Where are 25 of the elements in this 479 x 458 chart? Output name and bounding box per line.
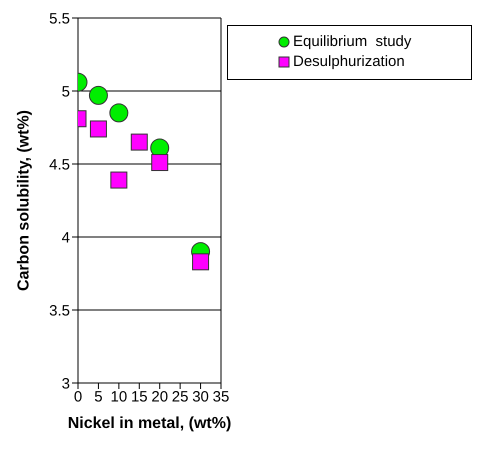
y-tick-label: 5 — [62, 83, 70, 100]
x-tick-label: 20 — [151, 388, 168, 406]
y-tick-label: 5.5 — [49, 10, 70, 28]
point — [130, 134, 148, 151]
x-tick-label: 25 — [172, 388, 188, 406]
x-tick-label: 0 — [74, 388, 82, 406]
y-tick-label: 4 — [62, 229, 70, 246]
y-axis-title: Carbon solubility, (wt%) — [16, 110, 33, 292]
point — [88, 86, 108, 105]
point — [151, 154, 168, 172]
point — [90, 120, 107, 138]
point — [110, 172, 128, 189]
x-axis-title: Nickel in metal, (wt%) — [68, 415, 232, 432]
y-tick-label: 4.5 — [49, 156, 70, 174]
x-tick-label: 10 — [110, 388, 128, 406]
legend-label: Equilibrium study — [293, 33, 412, 50]
legend-label: Desulphurization — [293, 53, 405, 70]
x-tick-label: 35 — [212, 388, 230, 406]
x-tick-label: 5 — [94, 388, 103, 406]
y-tick-label: 3 — [62, 375, 70, 392]
y-tick-label: 3.5 — [49, 302, 70, 320]
x-tick-label: 15 — [130, 388, 148, 406]
point — [192, 253, 210, 270]
point — [109, 103, 128, 122]
x-tick-label: 30 — [192, 388, 209, 406]
